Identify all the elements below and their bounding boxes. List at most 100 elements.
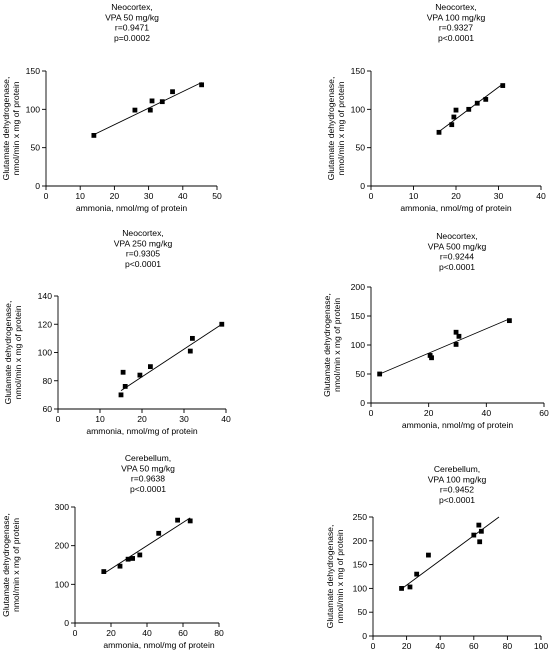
chart-title-line: VPA 50 mg/kg (105, 12, 159, 22)
chart-title-line: r=0.9327 (439, 23, 473, 33)
chart-title-line: p<0.0001 (130, 484, 166, 494)
data-point (453, 107, 459, 113)
data-point (130, 556, 135, 561)
data-point (148, 364, 153, 370)
chart-title-line: VPA 100 mg/kg (428, 474, 487, 484)
x-axis-label: ammonia, nmol/mg of protein (86, 426, 198, 436)
data-point (101, 569, 107, 574)
y-tick-label: 100 (26, 104, 41, 114)
y-tick-label: 300 (55, 502, 70, 512)
data-point (120, 369, 126, 375)
y-tick-label: 80 (42, 376, 52, 386)
data-point (156, 530, 162, 536)
y-axis-label: Glutamate dehydrogenase, (1, 513, 11, 617)
data-point (190, 335, 195, 341)
chart-panel-6: Cerebellum,VPA 100 mg/kgr=0.9452p<0.0001… (325, 464, 548, 655)
x-tick-label: 0 (56, 414, 61, 424)
x-tick-label: 50 (212, 191, 222, 201)
y-tick-label: 50 (30, 143, 40, 153)
x-tick-label: 0 (369, 191, 374, 201)
chart-title-line: p<0.0001 (439, 495, 475, 505)
x-tick-label: 30 (144, 191, 154, 201)
x-tick-label: 60 (178, 628, 188, 638)
y-tick-label: 0 (360, 181, 365, 191)
x-tick-label: 0 (44, 191, 49, 201)
regression-line (93, 82, 202, 136)
chart-title-line: Cerebellum, (434, 464, 480, 474)
data-point (407, 584, 413, 590)
y-tick-label: 0 (35, 181, 40, 191)
data-point (471, 532, 477, 538)
y-tick-label: 100 (55, 579, 70, 589)
chart-title-line: p<0.0001 (125, 259, 161, 269)
data-point (436, 129, 442, 135)
data-point (187, 348, 193, 354)
y-tick-label: 140 (38, 291, 53, 301)
y-tick-label: 0 (360, 398, 365, 408)
y-tick-label: 200 (353, 536, 368, 546)
x-axis-label: ammonia, nmol/mg of protein (76, 203, 188, 213)
y-tick-label: 50 (355, 143, 365, 153)
x-tick-label: 10 (95, 414, 105, 424)
y-axis-label: Glutamate dehydrogenase, (326, 77, 336, 181)
x-tick-label: 100 (534, 641, 549, 651)
x-axis-label: ammonia, nmol/mg of protein (400, 203, 512, 213)
data-point (466, 106, 472, 112)
chart-title-line: VPA 100 mg/kg (427, 12, 486, 22)
y-tick-label: 0 (362, 631, 367, 641)
x-tick-label: 20 (106, 628, 116, 638)
x-tick-label: 80 (214, 628, 224, 638)
data-point (91, 133, 97, 138)
regression-line (401, 516, 500, 590)
y-axis-label: nmol/min x mg of protein (332, 298, 342, 392)
data-point (175, 517, 180, 523)
data-point (377, 371, 383, 377)
y-tick-label: 150 (353, 560, 368, 570)
data-point (137, 552, 143, 558)
y-axis-label: nmol/min x mg of protein (336, 81, 346, 175)
data-point (449, 122, 455, 128)
data-point (451, 114, 457, 120)
x-tick-label: 40 (178, 191, 188, 201)
data-point (456, 333, 462, 339)
data-point (199, 82, 205, 88)
data-point (453, 342, 459, 347)
chart-title-line: Neocortex, (111, 2, 153, 12)
y-axis-label: nmol/min x mg of protein (13, 305, 23, 399)
x-tick-label: 40 (482, 408, 492, 418)
x-tick-label: 0 (371, 641, 376, 651)
data-point (147, 107, 153, 113)
data-point (122, 384, 128, 389)
y-tick-label: 200 (351, 282, 366, 292)
y-tick-label: 100 (38, 348, 53, 358)
y-axis-label: Glutamate dehydrogenase, (3, 301, 13, 405)
x-tick-label: 80 (503, 641, 513, 651)
y-tick-label: 150 (26, 66, 41, 76)
y-axis-label: nmol/min x mg of protein (335, 529, 345, 623)
data-point (125, 556, 131, 562)
y-tick-label: 50 (357, 607, 367, 617)
data-point (399, 586, 404, 591)
data-point (429, 355, 434, 361)
y-tick-label: 0 (64, 618, 69, 628)
x-tick-label: 40 (536, 191, 546, 201)
chart-title-line: Neocortex, (122, 228, 164, 238)
x-tick-label: 20 (451, 191, 461, 201)
x-tick-label: 40 (435, 641, 445, 651)
chart-title-line: Cerebellum, (125, 453, 171, 463)
x-tick-label: 10 (75, 191, 85, 201)
data-point (474, 100, 480, 106)
y-tick-label: 100 (353, 583, 368, 593)
data-point (187, 518, 193, 524)
x-tick-label: 40 (221, 414, 231, 424)
y-tick-label: 250 (353, 512, 368, 522)
data-point (219, 321, 225, 327)
x-tick-label: 20 (402, 641, 412, 651)
chart-title-line: r=0.9305 (126, 249, 160, 259)
